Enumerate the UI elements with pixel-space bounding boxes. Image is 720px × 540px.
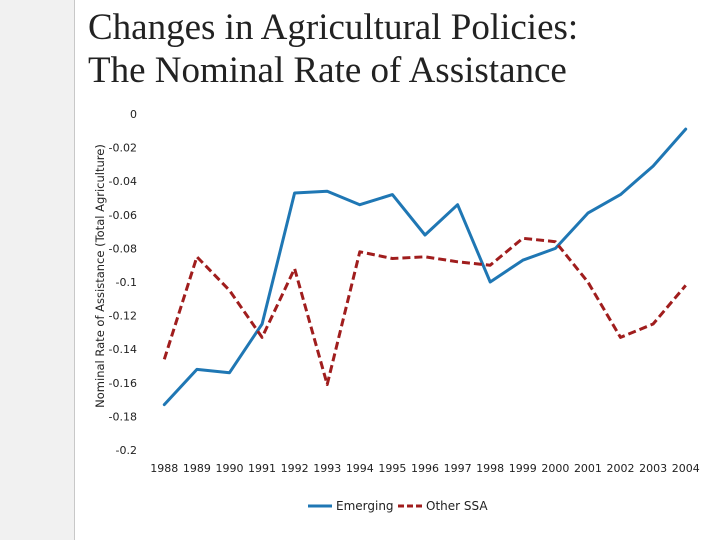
series-layer (162, 127, 688, 407)
left-decorative-rail (0, 0, 74, 540)
x-tick-labels: 1988 1989 1990 1991 1992 1993 1994 1995 1996 1997… (150, 462, 699, 475)
legend-label: Other SSA (426, 499, 488, 513)
slide-title-line-1: Changes in Agricultural Policies: (88, 7, 579, 48)
x-tick-label: 1998 (476, 462, 504, 475)
y-tick-label: -0.04 (109, 175, 137, 188)
y-tick-label: -0.2 (116, 444, 137, 457)
y-tick-label: -0.14 (109, 343, 137, 356)
x-tick-label: 1994 (346, 462, 374, 475)
slide-title: Changes in Agricultural Policies: The No… (88, 6, 708, 92)
x-tick-label: 2002 (607, 462, 635, 475)
x-tick-label: 2001 (574, 462, 602, 475)
y-tick-label: -0.02 (109, 142, 137, 155)
y-tick-label: -0.12 (109, 310, 137, 323)
y-tick-label: -0.18 (109, 410, 137, 423)
y-tick-label: -0.16 (109, 377, 137, 390)
legend-label: Emerging (336, 499, 394, 513)
series-line-other-ssa (162, 236, 687, 386)
rail-divider (74, 0, 75, 540)
y-tick-label: -0.08 (109, 242, 137, 255)
y-tick-label: 0 (130, 108, 137, 121)
x-tick-label: 2000 (541, 462, 569, 475)
legend: Emerging Other SSA (308, 499, 488, 513)
x-tick-label: 1991 (248, 462, 276, 475)
x-tick-label: 1990 (215, 462, 243, 475)
y-tick-label: -0.1 (116, 276, 137, 289)
x-tick-label: 1997 (444, 462, 472, 475)
x-tick-label: 1995 (378, 462, 406, 475)
x-tick-label: 1988 (150, 462, 178, 475)
x-tick-label: 2003 (639, 462, 667, 475)
y-axis-title: Nominal Rate of Assistance (Total Agricu… (93, 144, 107, 408)
x-tick-label: 1989 (183, 462, 211, 475)
x-tick-label: 1992 (281, 462, 309, 475)
y-axis-title-group: Nominal Rate of Assistance (Total Agricu… (93, 144, 107, 408)
slide-title-line-2: The Nominal Rate of Assistance (88, 50, 567, 91)
series-line-emerging (162, 127, 688, 407)
y-tick-label: -0.06 (109, 209, 137, 222)
y-tick-labels: 0 -0.02 -0.04 -0.06 -0.08 -0.1 -0.12 -0.14 -0.16… (109, 108, 137, 457)
x-tick-label: 2004 (672, 462, 700, 475)
x-tick-label: 1993 (313, 462, 341, 475)
x-tick-label: 1996 (411, 462, 439, 475)
x-tick-label: 1999 (509, 462, 537, 475)
